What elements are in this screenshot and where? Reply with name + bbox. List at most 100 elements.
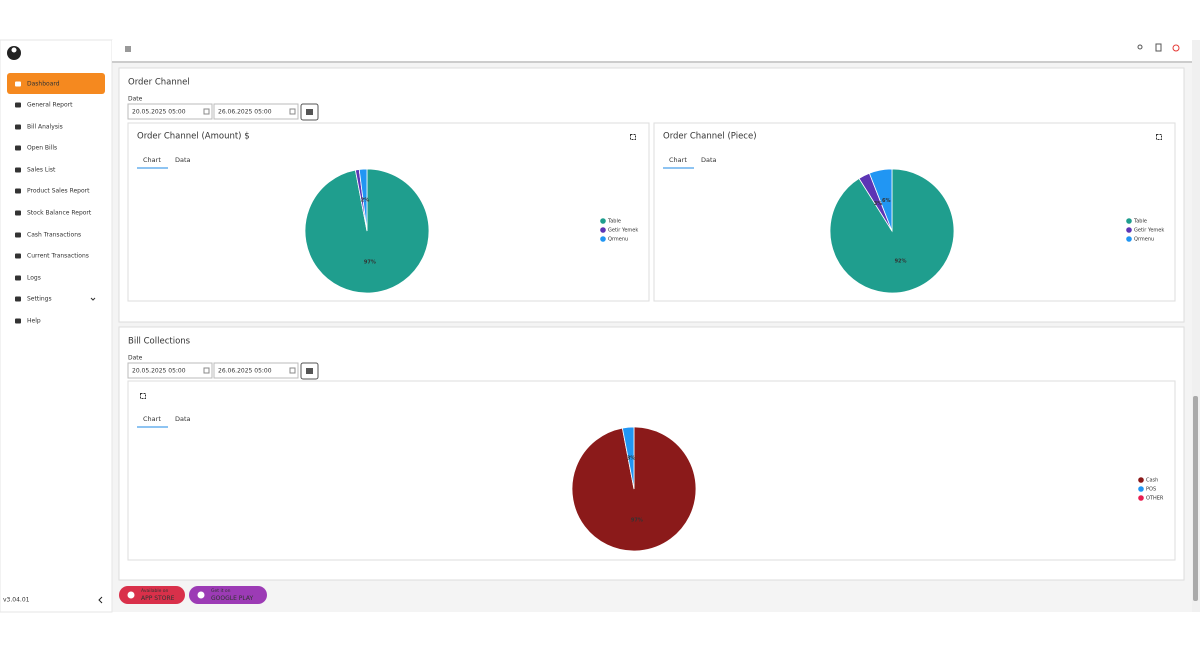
settings-chevron xyxy=(90,297,96,301)
power-icon[interactable] xyxy=(1172,44,1180,52)
menu-icon xyxy=(15,275,21,281)
legend-label[interactable]: OTHER xyxy=(1146,496,1164,502)
avatar[interactable] xyxy=(7,46,21,60)
legend-label[interactable]: Qrmenu xyxy=(1134,237,1154,243)
date-icon xyxy=(203,108,210,115)
date-apply-icon xyxy=(306,368,313,374)
store-line2: APP STORE xyxy=(141,595,175,602)
calc-icon[interactable] xyxy=(1155,43,1162,52)
date-label: Date xyxy=(128,96,143,103)
legend-dot[interactable] xyxy=(1138,486,1144,492)
pie-slice[interactable] xyxy=(358,168,368,232)
menu-icon xyxy=(15,188,21,194)
pie-slice[interactable] xyxy=(621,426,635,490)
scrollbar xyxy=(1192,40,1200,612)
legend-label[interactable]: Cash xyxy=(1146,478,1158,484)
legend-label[interactable]: Qrmenu xyxy=(608,237,628,243)
date-value: 20.05.2025 05:00 xyxy=(132,368,186,375)
user-icon[interactable] xyxy=(1137,44,1143,50)
legend-dot[interactable] xyxy=(600,236,606,242)
menu-item[interactable]: Logs xyxy=(27,275,41,282)
store-icon xyxy=(197,591,205,599)
menu-item[interactable]: General Report xyxy=(27,102,73,109)
date-input[interactable] xyxy=(213,362,299,379)
menu-item[interactable]: Help xyxy=(27,318,41,325)
menu-item[interactable]: Sales List xyxy=(27,167,56,174)
legend-dot[interactable] xyxy=(1126,236,1132,242)
date-label: Date xyxy=(128,355,143,362)
store-button[interactable] xyxy=(119,586,185,604)
store-line1: Available on xyxy=(141,588,169,594)
legend-label[interactable]: Table xyxy=(1133,219,1147,225)
scroll-thumb[interactable] xyxy=(1193,396,1198,601)
chart-title: Order Channel (Piece) xyxy=(663,132,757,142)
tab[interactable]: Chart xyxy=(669,156,687,164)
date-icon xyxy=(203,367,210,374)
legend-label[interactable]: Getir Yemek xyxy=(1134,228,1164,234)
legend-dot[interactable] xyxy=(1126,218,1132,224)
menu-icon xyxy=(15,81,21,87)
sidebar xyxy=(0,39,113,613)
chart-title: Order Channel (Amount) $ xyxy=(137,132,250,142)
expand-icon[interactable] xyxy=(140,393,146,399)
legend-dot[interactable] xyxy=(1126,227,1132,233)
tab[interactable]: Chart xyxy=(143,415,161,423)
avatar-head xyxy=(11,47,17,53)
data-label: 3% xyxy=(874,201,883,207)
store-icon xyxy=(127,591,135,599)
data-label: 92% xyxy=(895,258,907,264)
date-value: 20.05.2025 05:00 xyxy=(132,109,186,116)
tab[interactable]: Data xyxy=(175,156,191,164)
data-label: 97% xyxy=(631,517,643,523)
menu-icon xyxy=(15,296,21,302)
tab[interactable]: Data xyxy=(175,415,191,423)
legend-label[interactable]: POS xyxy=(1146,487,1156,493)
date-input[interactable] xyxy=(127,103,213,120)
legend-label[interactable]: Getir Yemek xyxy=(608,228,638,234)
panel-title: Bill Collections xyxy=(128,337,191,347)
date-input[interactable] xyxy=(213,103,299,120)
tab[interactable]: Chart xyxy=(143,156,161,164)
expand-icon[interactable] xyxy=(1156,134,1162,140)
menu-active[interactable] xyxy=(7,73,105,94)
menu-item[interactable]: Settings xyxy=(27,296,52,303)
menu-icon xyxy=(15,124,21,130)
data-label: 6% xyxy=(882,198,891,204)
legend-dot[interactable] xyxy=(600,218,606,224)
date-apply-icon xyxy=(306,109,313,115)
version: v3.04.01 xyxy=(3,597,30,604)
menu-item[interactable]: Bill Analysis xyxy=(27,124,63,131)
menu-icon xyxy=(15,102,21,108)
menu-icon xyxy=(15,253,21,259)
tab[interactable]: Data xyxy=(701,156,717,164)
menu-item[interactable]: Current Transactions xyxy=(27,253,89,260)
legend-dot[interactable] xyxy=(1138,477,1144,483)
date-input[interactable] xyxy=(127,362,213,379)
topbar xyxy=(112,40,1192,62)
menu-item[interactable]: Stock Balance Report xyxy=(27,210,92,217)
pie-slice[interactable] xyxy=(868,168,893,232)
data-label: 97% xyxy=(364,259,376,265)
menu-item[interactable]: Product Sales Report xyxy=(27,188,90,195)
menu-toggle[interactable] xyxy=(125,46,131,52)
store-line2: GOOGLE PLAY xyxy=(211,595,254,602)
date-icon xyxy=(289,367,296,374)
data-label: 2% xyxy=(361,198,370,204)
menu-item[interactable]: Open Bills xyxy=(27,145,57,152)
store-line1: Get it on xyxy=(211,588,231,594)
menu-item[interactable]: Cash Transactions xyxy=(27,232,81,239)
legend-dot[interactable] xyxy=(1138,495,1144,501)
date-icon xyxy=(289,108,296,115)
legend-label[interactable]: Table xyxy=(607,219,621,225)
collapse-sidebar[interactable] xyxy=(98,596,103,604)
expand-icon[interactable] xyxy=(630,134,636,140)
panel-title: Order Channel xyxy=(128,78,190,88)
menu-icon xyxy=(15,210,21,216)
legend-dot[interactable] xyxy=(600,227,606,233)
menu-item[interactable]: Dashboard xyxy=(27,81,60,88)
data-label: 3% xyxy=(627,456,636,462)
store-button[interactable] xyxy=(189,586,267,604)
menu-icon xyxy=(15,167,21,173)
date-value: 26.06.2025 05:00 xyxy=(218,368,272,375)
